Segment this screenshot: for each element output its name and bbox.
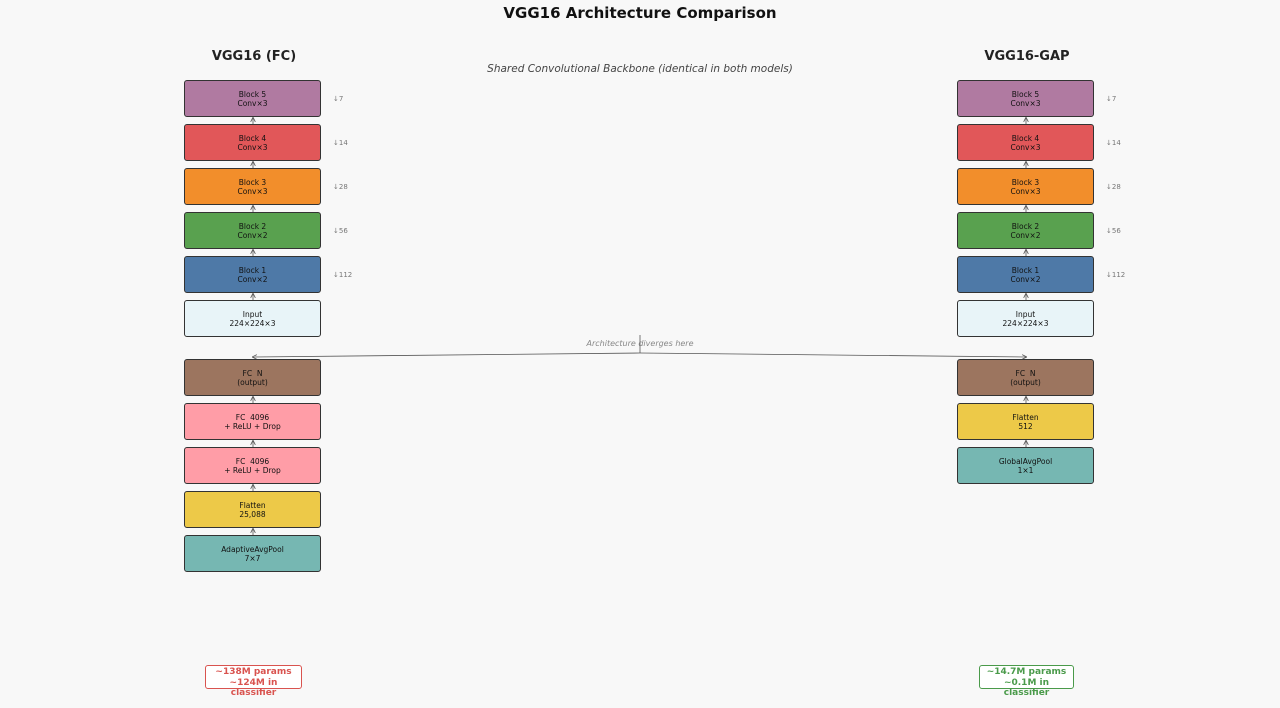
- resolution-label: ↓112: [333, 271, 353, 279]
- block-name: Input: [242, 309, 263, 319]
- block-detail: Conv×3: [1010, 98, 1041, 108]
- left-summary-classifier: ~124M in classifier: [229, 677, 278, 699]
- left-backbone-block: Block 5 Conv×3: [184, 80, 321, 117]
- block-name: Block 1: [1011, 265, 1040, 275]
- block-name: Flatten: [1012, 412, 1039, 422]
- resolution-label: ↓56: [333, 227, 348, 235]
- block-detail: Conv×2: [237, 274, 268, 284]
- block-name: Block 2: [238, 221, 267, 231]
- resolution-label: ↓56: [1106, 227, 1121, 235]
- left-backbone-block: Block 1 Conv×2: [184, 256, 321, 293]
- block-name: FC N: [1015, 368, 1036, 378]
- block-name: FC N: [242, 368, 263, 378]
- block-name: Block 3: [238, 177, 267, 187]
- block-detail: 512: [1018, 421, 1033, 431]
- block-name: Flatten: [239, 500, 266, 510]
- right-backbone-block: Block 4 Conv×3: [957, 124, 1094, 161]
- block-name: FC 4096: [235, 456, 270, 466]
- resolution-label: ↓14: [1106, 139, 1121, 147]
- right-summary-params: ~14.7M params: [986, 667, 1067, 677]
- right-backbone-block: Block 2 Conv×2: [957, 212, 1094, 249]
- block-detail: Conv×2: [1010, 274, 1041, 284]
- block-detail: Conv×2: [1010, 230, 1041, 240]
- left-backbone-block: Block 2 Conv×2: [184, 212, 321, 249]
- block-detail: Conv×3: [237, 142, 268, 152]
- right-backbone-block: Block 3 Conv×3: [957, 168, 1094, 205]
- block-name: Block 2: [1011, 221, 1040, 231]
- block-name: Block 5: [1011, 89, 1040, 99]
- left-head-block: FC 4096 + ReLU + Drop: [184, 403, 321, 440]
- diverge-label: Architecture diverges here: [586, 339, 694, 348]
- right-backbone-block: Block 5 Conv×3: [957, 80, 1094, 117]
- block-name: AdaptiveAvgPool: [221, 544, 284, 554]
- right-summary-classifier: ~0.1M in classifier: [1003, 677, 1050, 699]
- right-head-block: FC N (output): [957, 359, 1094, 396]
- block-detail: (output): [1010, 377, 1041, 387]
- left-backbone-block: Block 4 Conv×3: [184, 124, 321, 161]
- block-name: Input: [1015, 309, 1036, 319]
- backbone-subtitle: Shared Convolutional Backbone (identical…: [487, 63, 793, 75]
- right-column-title: VGG16-GAP: [984, 49, 1070, 64]
- block-detail: + ReLU + Drop: [224, 421, 281, 431]
- resolution-label: ↓112: [1106, 271, 1126, 279]
- right-head-block: GlobalAvgPool 1×1: [957, 447, 1094, 484]
- resolution-label: ↓7: [333, 95, 344, 103]
- block-detail: 7×7: [244, 553, 261, 563]
- block-detail: 1×1: [1017, 465, 1034, 475]
- left-summary-params: ~138M params: [215, 667, 292, 677]
- block-detail: 224×224×3: [1002, 318, 1049, 328]
- block-detail: Conv×3: [237, 98, 268, 108]
- block-detail: + ReLU + Drop: [224, 465, 281, 475]
- left-column-title: VGG16 (FC): [211, 49, 297, 64]
- resolution-label: ↓14: [333, 139, 348, 147]
- right-backbone-block: Block 1 Conv×2: [957, 256, 1094, 293]
- block-name: Block 3: [1011, 177, 1040, 187]
- block-name: FC 4096: [235, 412, 270, 422]
- diverge-arrow-right: [639, 352, 1026, 357]
- right-head-block: Flatten 512: [957, 403, 1094, 440]
- left-head-block: AdaptiveAvgPool 7×7: [184, 535, 321, 572]
- block-name: Block 1: [238, 265, 267, 275]
- block-name: Block 4: [238, 133, 267, 143]
- block-name: GlobalAvgPool: [998, 456, 1053, 466]
- right-backbone-block: Input 224×224×3: [957, 300, 1094, 337]
- block-name: Block 5: [238, 89, 267, 99]
- block-detail: Conv×3: [1010, 142, 1041, 152]
- left-param-summary: ~138M params ~124M in classifier: [205, 665, 302, 698]
- resolution-label: ↓28: [333, 183, 348, 191]
- block-detail: 224×224×3: [229, 318, 276, 328]
- left-head-block: FC N (output): [184, 359, 321, 396]
- resolution-label: ↓28: [1106, 183, 1121, 191]
- block-detail: 25,088: [239, 509, 266, 519]
- block-name: Block 4: [1011, 133, 1040, 143]
- left-head-block: Flatten 25,088: [184, 491, 321, 528]
- left-backbone-block: Input 224×224×3: [184, 300, 321, 337]
- resolution-label: ↓7: [1106, 95, 1117, 103]
- block-detail: (output): [237, 377, 268, 387]
- left-backbone-block: Block 3 Conv×3: [184, 168, 321, 205]
- diverge-arrow-left: [253, 352, 641, 357]
- block-detail: Conv×3: [1010, 186, 1041, 196]
- left-head-block: FC 4096 + ReLU + Drop: [184, 447, 321, 484]
- block-detail: Conv×3: [237, 186, 268, 196]
- right-param-summary: ~14.7M params ~0.1M in classifier: [979, 665, 1074, 698]
- diagram-title: VGG16 Architecture Comparison: [503, 4, 777, 22]
- block-detail: Conv×2: [237, 230, 268, 240]
